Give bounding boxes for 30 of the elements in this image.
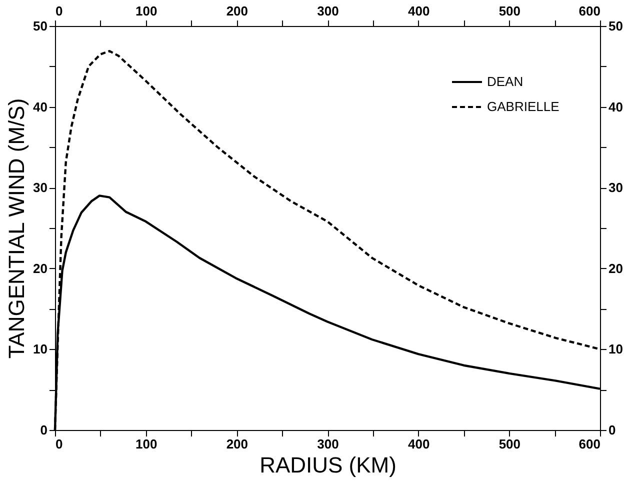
x2-tick-label: 0 bbox=[56, 4, 63, 18]
y-tick-label: 40 bbox=[33, 99, 48, 114]
x2-tick-label: 500 bbox=[498, 4, 521, 18]
y2-tick-label: 30 bbox=[608, 180, 623, 196]
x2-tick-label: 300 bbox=[317, 4, 339, 18]
x-tick-label: 500 bbox=[498, 436, 521, 452]
legend-label: DEAN bbox=[487, 74, 524, 89]
y2-tick-label: 0 bbox=[608, 422, 616, 438]
y2-tick-label: 10 bbox=[608, 342, 623, 357]
y-tick-label: 10 bbox=[33, 342, 48, 357]
x-tick-label: 100 bbox=[135, 436, 158, 452]
y-tick-label: 50 bbox=[33, 18, 48, 34]
x-tick-label: 300 bbox=[317, 436, 339, 452]
y-tick-label: 30 bbox=[33, 180, 48, 196]
y-axis-title: TANGENTIAL WIND (M/S) bbox=[4, 98, 30, 359]
x-axis-title: RADIUS (KM) bbox=[260, 452, 396, 478]
x-tick-label: 0 bbox=[56, 436, 63, 452]
x2-tick-label: 600 bbox=[578, 4, 600, 18]
x-tick-label: 400 bbox=[408, 436, 430, 452]
x2-tick-label: 200 bbox=[226, 4, 248, 18]
x2-tick-label: 100 bbox=[135, 4, 158, 18]
y-tick-label: 20 bbox=[33, 260, 48, 276]
x-tick-label: 600 bbox=[578, 436, 600, 452]
y2-tick-label: 20 bbox=[608, 260, 623, 276]
y-tick-label: 0 bbox=[40, 422, 48, 438]
legend-label: GABRIELLE bbox=[487, 99, 560, 114]
y2-tick-label: 50 bbox=[608, 18, 623, 34]
x2-tick-label: 400 bbox=[408, 4, 430, 18]
y2-tick-label: 40 bbox=[608, 99, 623, 114]
x-tick-label: 200 bbox=[226, 436, 248, 452]
